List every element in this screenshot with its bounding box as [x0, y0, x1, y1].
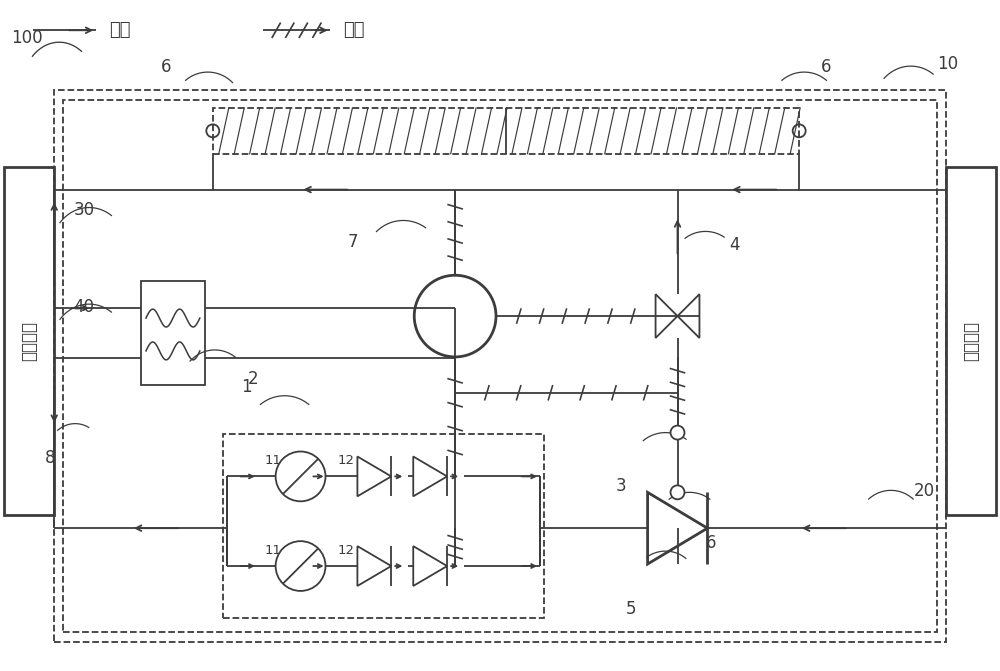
Text: 3: 3 — [616, 477, 626, 495]
Text: 1: 1 — [241, 378, 251, 396]
Text: 12: 12 — [337, 454, 354, 468]
Bar — [4, 166, 54, 515]
Text: 11: 11 — [265, 454, 282, 468]
Bar — [946, 166, 996, 515]
Bar — [141, 281, 205, 384]
Text: 7: 7 — [347, 234, 358, 252]
Text: 10: 10 — [937, 55, 958, 73]
Text: 负载回路: 负载回路 — [962, 321, 980, 361]
Bar — [213, 108, 799, 154]
Text: 电路: 电路 — [343, 21, 365, 40]
Text: 8: 8 — [45, 450, 55, 468]
Text: 100: 100 — [11, 30, 43, 47]
Text: 20: 20 — [914, 482, 935, 501]
Circle shape — [671, 425, 684, 440]
Text: 6: 6 — [705, 534, 716, 552]
Circle shape — [671, 485, 684, 499]
Text: 40: 40 — [73, 298, 94, 316]
Bar — [223, 433, 544, 618]
Text: 11: 11 — [265, 544, 282, 557]
Bar — [63, 100, 937, 632]
Text: 6: 6 — [161, 58, 171, 76]
Text: 2: 2 — [248, 370, 258, 388]
Text: 冷却回路: 冷却回路 — [20, 321, 38, 361]
Bar — [54, 90, 946, 641]
Text: 4: 4 — [729, 236, 740, 254]
Text: 30: 30 — [73, 201, 94, 219]
Text: 5: 5 — [626, 600, 636, 618]
Text: 12: 12 — [337, 544, 354, 557]
Text: 管道: 管道 — [109, 21, 131, 40]
Text: 6: 6 — [821, 58, 832, 76]
